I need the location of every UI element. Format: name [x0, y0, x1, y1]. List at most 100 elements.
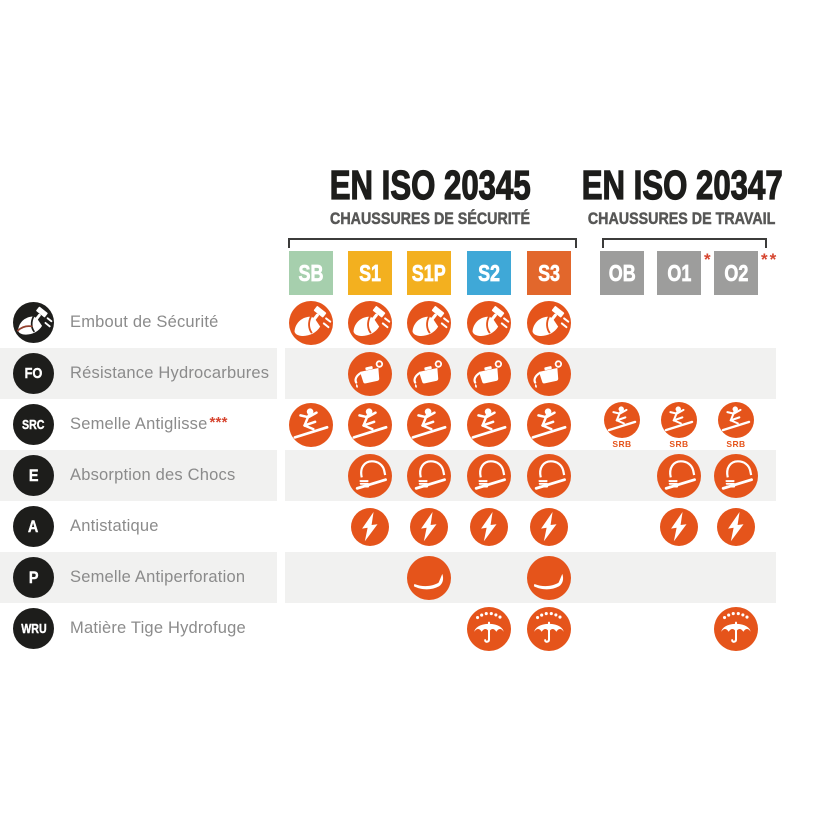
slip-icon	[661, 402, 697, 438]
cell-umbrella-s3	[527, 606, 571, 651]
asterisk-note-o1: *	[704, 250, 713, 269]
column-code: SB	[298, 259, 324, 286]
column-code: S3	[538, 259, 560, 286]
standard-subtitle-text: CHAUSSURES DE SÉCURITÉ	[330, 209, 530, 229]
cell-slip-s2	[467, 402, 511, 447]
bolt-icon	[717, 508, 755, 546]
column-header-s1p: S1P	[407, 251, 451, 295]
cell-slip-sb	[289, 402, 333, 447]
badge-e: E	[13, 455, 54, 496]
shock-icon	[527, 454, 571, 498]
feature-row-e: E Absorption des Chocs	[0, 450, 815, 501]
cell-bolt-o1	[660, 507, 698, 546]
standard-subtitle-securite: CHAUSSURES DE SÉCURITÉ	[270, 209, 590, 229]
standard-title-text: EN ISO 20345	[329, 162, 531, 208]
feature-label-text: Semelle Antiperforation	[70, 568, 246, 586]
feature-row-toe-cap: Embout de Sécurité	[0, 297, 815, 348]
cell-toe-cap-s3	[527, 300, 571, 345]
cell-toe-cap-sb	[289, 300, 333, 345]
column-code: S1	[359, 259, 381, 286]
cell-bolt-s2	[470, 507, 508, 546]
standard-title-en-iso-20347: EN ISO 20347	[522, 162, 815, 207]
toe-cap-icon	[467, 301, 511, 345]
cell-umbrella-s2	[467, 606, 511, 651]
cell-umbrella-o2	[714, 606, 758, 651]
feature-label-text: Matière Tige Hydrofuge	[70, 619, 246, 637]
cell-oil-can-s1p	[407, 351, 451, 396]
slip-icon	[467, 403, 511, 447]
cell-shock-s2	[467, 453, 511, 498]
feature-label-text: Semelle Antiglisse	[70, 415, 208, 433]
slip-icon	[604, 402, 640, 438]
badge-code: WRU	[20, 621, 47, 636]
slip-icon	[289, 403, 333, 447]
feature-row-a: A Antistatique	[0, 501, 815, 552]
cell-shock-s1p	[407, 453, 451, 498]
badge-code: P	[28, 567, 39, 587]
badge-src: SRC	[13, 404, 54, 445]
cell-midsole-s3	[527, 555, 571, 600]
cell-slip-o1	[661, 402, 697, 438]
cell-bolt-s1	[351, 507, 389, 546]
cell-oil-can-s1	[348, 351, 392, 396]
cell-toe-cap-s1	[348, 300, 392, 345]
toe-cap-icon	[289, 301, 333, 345]
oil-can-icon	[407, 352, 451, 396]
column-header-s2: S2	[467, 251, 511, 295]
feature-label: Semelle Antiglisse ***	[70, 399, 228, 450]
cell-shock-o1	[657, 453, 701, 498]
feature-label-text: Antistatique	[70, 517, 159, 535]
column-code: O1	[667, 259, 691, 286]
shock-icon	[348, 454, 392, 498]
slip-icon	[718, 402, 754, 438]
standard-title-en-iso-20345: EN ISO 20345	[270, 162, 590, 208]
badge-toe-cap	[13, 302, 54, 343]
column-code: OB	[608, 259, 636, 286]
feature-row-src: SRC Semelle Antiglisse *** SRB SRB SRB	[0, 399, 815, 450]
cell-bolt-o2	[717, 507, 755, 546]
oil-can-icon	[527, 352, 571, 396]
feature-label: Embout de Sécurité	[70, 297, 219, 348]
cell-toe-cap-s1p	[407, 300, 451, 345]
bolt-icon	[410, 508, 448, 546]
column-header-o2: O2	[714, 251, 758, 295]
badge-a: A	[13, 506, 54, 547]
cell-slip-s3	[527, 402, 571, 447]
slip-icon	[527, 403, 571, 447]
srb-sublabel: SRB	[612, 439, 632, 449]
cell-toe-cap-s2	[467, 300, 511, 345]
cell-shock-o2	[714, 453, 758, 498]
column-header-o1: O1	[657, 251, 701, 295]
shock-icon	[467, 454, 511, 498]
bolt-icon	[660, 508, 698, 546]
badge-code: FO	[24, 365, 43, 382]
standard-subtitle-travail: CHAUSSURES DE TRAVAIL	[522, 209, 815, 229]
bolt-icon	[470, 508, 508, 546]
badge-code: E	[28, 465, 39, 485]
feature-label: Absorption des Chocs	[70, 450, 235, 501]
badge-wru: WRU	[13, 608, 54, 649]
column-header-s1: S1	[348, 251, 392, 295]
shock-icon	[657, 454, 701, 498]
oil-can-icon	[467, 352, 511, 396]
cell-shock-s3	[527, 453, 571, 498]
midsole-icon	[407, 556, 451, 600]
cell-oil-can-s3	[527, 351, 571, 396]
feature-row-p: P Semelle Antiperforation	[0, 552, 815, 603]
badge-p: P	[13, 557, 54, 598]
slip-icon	[407, 403, 451, 447]
column-code: O2	[724, 259, 748, 286]
midsole-icon	[527, 556, 571, 600]
cell-slip-s1p	[407, 402, 451, 447]
umbrella-icon	[467, 607, 511, 651]
feature-label-text: Résistance Hydrocarbures	[70, 364, 270, 382]
toe-cap-icon	[348, 301, 392, 345]
feature-row-wru: WRU Matière Tige Hydrofuge	[0, 603, 815, 654]
column-header-s3: S3	[527, 251, 571, 295]
bracket-group-20345	[288, 238, 577, 248]
asterisk-note-o2: **	[761, 250, 779, 269]
cell-shock-s1	[348, 453, 392, 498]
oil-can-icon	[348, 352, 392, 396]
cell-slip-ob	[604, 402, 640, 438]
